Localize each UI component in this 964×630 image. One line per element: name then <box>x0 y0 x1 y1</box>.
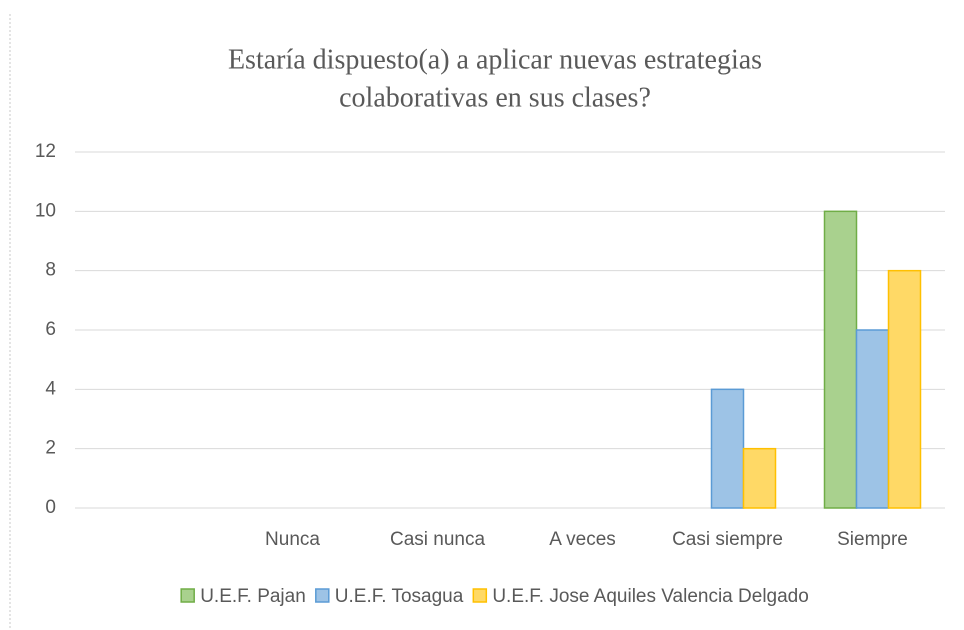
y-tick-label: 4 <box>45 378 56 399</box>
bar <box>823 210 858 509</box>
x-tick-label: Siempre <box>837 529 908 550</box>
x-tick-label: Nunca <box>265 529 320 550</box>
bar <box>742 447 777 509</box>
bar <box>887 269 922 509</box>
y-tick-label: 6 <box>45 319 56 340</box>
bar <box>855 329 890 509</box>
chart-title: colaborativas en sus clases? <box>339 82 651 113</box>
legend: U.E.F. Pajan U.E.F. Tosagua U.E.F. Jose Aq… <box>180 586 809 607</box>
x-tick-label: Casi nunca <box>390 529 485 550</box>
bar <box>710 388 745 509</box>
x-tick-label: Casi siempre <box>672 529 783 550</box>
legend-label: U.E.F. Jose Aquiles Valencia Delgado <box>492 586 809 607</box>
y-tick-label: 10 <box>35 200 56 221</box>
legend-swatch <box>472 588 488 603</box>
legend-swatch <box>180 588 195 603</box>
x-tick-label: A veces <box>549 529 616 550</box>
legend-label: U.E.F. Tosagua <box>335 586 464 607</box>
legend-label: U.E.F. Pajan <box>200 586 306 607</box>
y-tick-label: 0 <box>45 497 56 518</box>
chart-title: Estaría dispuesto(a) a aplicar nuevas es… <box>228 44 762 75</box>
y-tick-label: 12 <box>35 141 56 162</box>
y-tick-label: 8 <box>45 260 56 281</box>
legend-swatch <box>315 588 330 603</box>
y-tick-label: 2 <box>45 438 56 459</box>
